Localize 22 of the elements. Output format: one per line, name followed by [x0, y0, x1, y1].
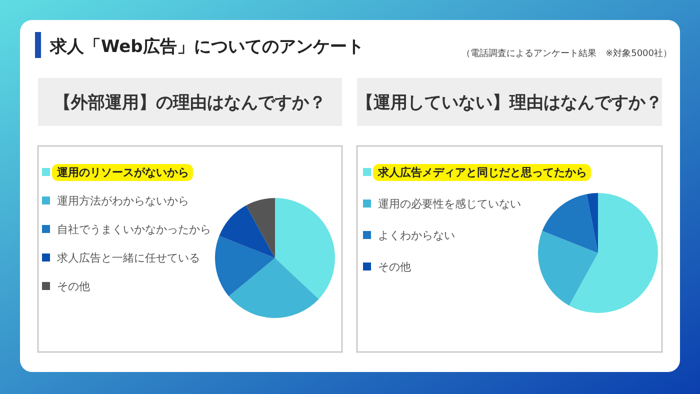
text: （電話調査によるアンケート結果 ※対象5000社）: [462, 48, 672, 59]
legend-label: その他: [57, 280, 90, 293]
legend-label: 運用の必要性を感じていない: [378, 198, 521, 210]
legend-label: 求人広告メディアと同じだと思ってたから: [377, 166, 587, 179]
pie-slice: [228, 258, 319, 318]
text: 求人「Web広告」についてのアンケート: [49, 37, 364, 57]
pie-slice: [569, 193, 658, 313]
legend-label: よくわからない: [378, 229, 455, 242]
chart-title: 【運用していない】理由はなんですか？: [356, 93, 662, 113]
pie-slice: [586, 193, 598, 253]
legend-label: 自社でうまくいかなかったから: [57, 223, 211, 236]
chart-title: 【外部運用】の理由はなんですか？: [54, 93, 326, 113]
pie-slice: [219, 205, 275, 258]
legend-label: 求人広告と一緒に任せている: [57, 252, 200, 264]
pie-slice: [538, 230, 598, 306]
pie-slice: [275, 198, 335, 300]
legend-label: 運用のリソースがないから: [56, 166, 189, 179]
pie-slice: [542, 194, 598, 253]
legend-label: その他: [378, 260, 411, 274]
legend-label: 運用方法がわからないから: [57, 194, 189, 208]
pie-slice: [215, 236, 275, 296]
pie-slice: [246, 198, 275, 258]
